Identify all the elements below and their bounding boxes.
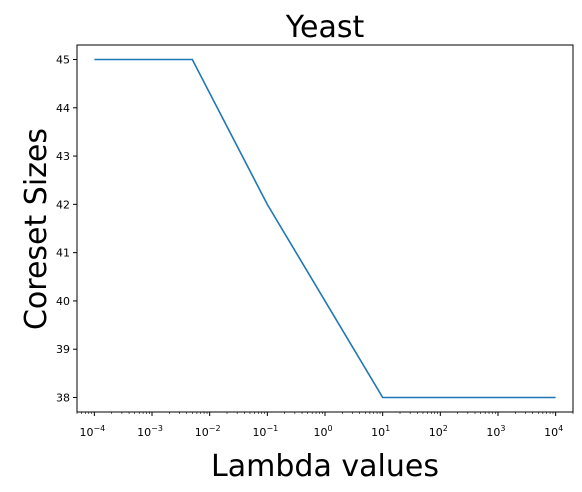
x-tick-label: 10−3 <box>137 424 163 439</box>
series-layer <box>94 58 556 399</box>
x-axis-label: Lambda values <box>211 449 439 484</box>
x-tick-base: 10 <box>313 426 327 439</box>
series-line <box>94 58 556 399</box>
y-tick-label: 45 <box>56 53 70 66</box>
x-tick-base: 10 <box>429 426 443 439</box>
x-tick-exponent: 2 <box>443 424 448 433</box>
y-tick-label: 42 <box>56 198 70 211</box>
y-tick-label: 41 <box>56 247 70 260</box>
x-tick-label: 100 <box>313 424 332 439</box>
y-tick-label: 44 <box>56 102 70 115</box>
x-tick-base: 10 <box>371 426 385 439</box>
x-tick-base: 10 <box>137 426 151 439</box>
y-tick-label: 40 <box>56 295 70 308</box>
x-tick-label: 10−4 <box>79 424 105 439</box>
plot-area <box>76 44 574 413</box>
y-tick-label: 39 <box>56 343 70 356</box>
x-tick-label: 104 <box>544 424 563 439</box>
x-tick-exponent: 4 <box>558 424 563 433</box>
x-tick-exponent: −2 <box>209 424 221 433</box>
x-tick-exponent: −1 <box>266 424 278 433</box>
x-tick-label: 101 <box>371 424 390 439</box>
x-tick-base: 10 <box>544 426 558 439</box>
y-tick-label: 43 <box>56 150 70 163</box>
y-tick-label: 38 <box>56 392 70 405</box>
x-tick-exponent: −3 <box>151 424 163 433</box>
x-tick-exponent: 0 <box>327 424 332 433</box>
x-tick-exponent: 1 <box>385 424 390 433</box>
x-tick-base: 10 <box>195 426 209 439</box>
x-tick-label: 103 <box>486 424 505 439</box>
x-tick-label: 10−1 <box>252 424 278 439</box>
x-tick-label: 10−2 <box>195 424 221 439</box>
x-tick-label: 102 <box>429 424 448 439</box>
x-tick-exponent: 3 <box>500 424 505 433</box>
x-tick-base: 10 <box>79 426 93 439</box>
y-axis-label: Coreset Sizes <box>19 128 54 330</box>
chart-title: Yeast <box>285 10 365 45</box>
x-tick-base: 10 <box>252 426 266 439</box>
x-tick-exponent: −4 <box>93 424 105 433</box>
x-tick-base: 10 <box>486 426 500 439</box>
